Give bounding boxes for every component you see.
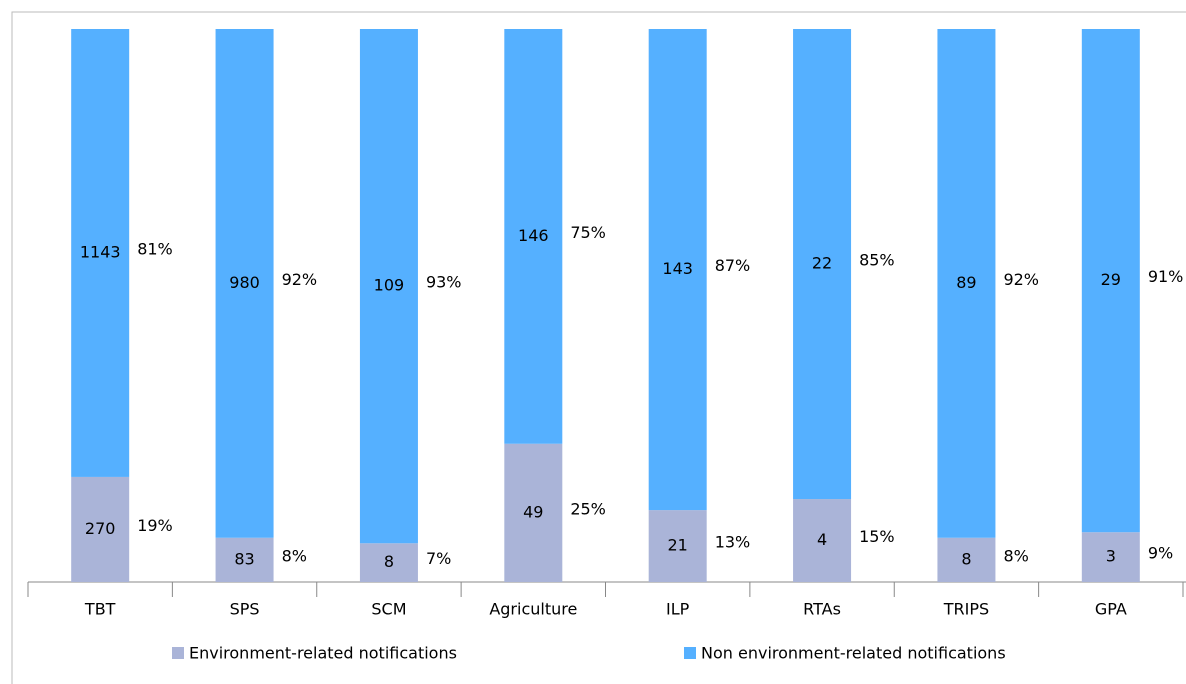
percent-label: 19% xyxy=(137,516,173,535)
bar-segment xyxy=(359,543,418,582)
percent-label: 85% xyxy=(859,251,895,270)
count-label: 49 xyxy=(523,502,543,521)
count-label: 146 xyxy=(518,226,549,245)
bar-segment xyxy=(937,29,996,538)
bar-segment xyxy=(793,29,852,500)
percent-label: 81% xyxy=(137,239,173,258)
legend-label: Non environment-related notifications xyxy=(701,644,1006,663)
count-label: 83 xyxy=(234,549,254,568)
bar-segment xyxy=(937,537,996,582)
percent-label: 92% xyxy=(282,270,318,289)
percent-label: 92% xyxy=(1003,270,1039,289)
bar-segment xyxy=(504,29,563,444)
bar-segment xyxy=(1081,29,1140,533)
count-label: 270 xyxy=(85,519,116,538)
count-label: 1143 xyxy=(80,242,121,261)
count-label: 109 xyxy=(374,276,405,295)
x-tick-label: TRIPS xyxy=(943,600,989,619)
x-tick-label: SPS xyxy=(230,600,260,619)
percent-label: 8% xyxy=(282,546,307,565)
count-label: 8 xyxy=(961,549,971,568)
x-tick-label: SCM xyxy=(371,600,406,619)
bar-segment xyxy=(359,29,418,544)
x-tick-label: GPA xyxy=(1095,600,1127,619)
count-label: 143 xyxy=(662,259,693,278)
x-tick-label: RTAs xyxy=(803,600,841,619)
bar-segment xyxy=(648,29,707,511)
legend-label: Environment-related notifications xyxy=(189,644,457,663)
count-label: 21 xyxy=(668,536,688,555)
x-tick-label: ILP xyxy=(666,600,690,619)
x-tick-label: TBT xyxy=(84,600,116,619)
legend-swatch xyxy=(172,647,184,659)
count-label: 29 xyxy=(1101,270,1121,289)
percent-label: 75% xyxy=(570,223,606,242)
count-label: 22 xyxy=(812,254,832,273)
count-label: 8 xyxy=(384,552,394,571)
bar-segment xyxy=(215,537,274,582)
percent-label: 25% xyxy=(570,499,606,518)
bar-segment xyxy=(71,29,130,477)
percent-label: 13% xyxy=(715,533,751,552)
percent-label: 15% xyxy=(859,527,895,546)
bar-segment xyxy=(793,499,852,582)
bar-segment xyxy=(71,476,130,582)
bar-segment xyxy=(1081,532,1140,582)
count-label: 89 xyxy=(956,273,976,292)
percent-label: 7% xyxy=(426,549,451,568)
frame xyxy=(11,11,1186,684)
count-label: 3 xyxy=(1106,547,1116,566)
percent-label: 9% xyxy=(1148,544,1173,563)
percent-label: 93% xyxy=(426,273,462,292)
bar-segment xyxy=(504,443,563,582)
legend-swatch xyxy=(684,647,696,659)
percent-label: 8% xyxy=(1003,546,1028,565)
bar-segment xyxy=(215,29,274,538)
count-label: 980 xyxy=(229,273,260,292)
bar-segment xyxy=(648,510,707,582)
percent-label: 91% xyxy=(1148,267,1184,286)
count-label: 4 xyxy=(817,530,827,549)
x-tick-label: Agriculture xyxy=(489,600,577,619)
percent-label: 87% xyxy=(715,256,751,275)
